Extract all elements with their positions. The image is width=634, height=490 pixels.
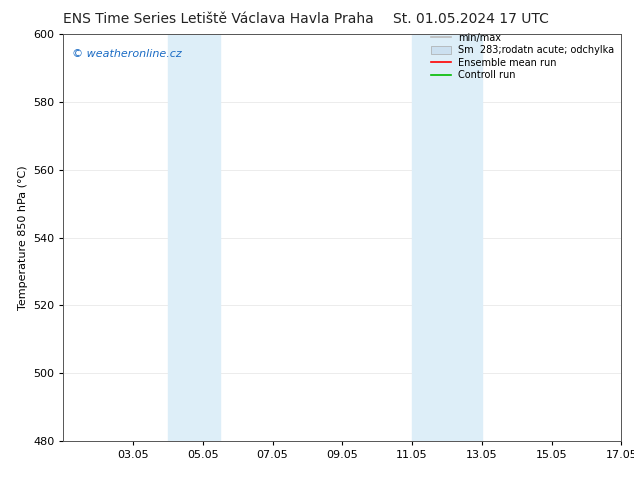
Legend: min/max, Sm  283;rodatn acute; odchylka, Ensemble mean run, Controll run: min/max, Sm 283;rodatn acute; odchylka, … (429, 31, 616, 82)
Y-axis label: Temperature 850 hPa (°C): Temperature 850 hPa (°C) (18, 165, 27, 310)
Text: ENS Time Series Letiště Václava Havla Praha: ENS Time Series Letiště Václava Havla Pr… (63, 12, 374, 26)
Bar (168, 34, 221, 441)
Text: St. 01.05.2024 17 UTC: St. 01.05.2024 17 UTC (393, 12, 549, 26)
Bar (412, 34, 482, 441)
Text: © weatheronline.cz: © weatheronline.cz (72, 49, 181, 58)
